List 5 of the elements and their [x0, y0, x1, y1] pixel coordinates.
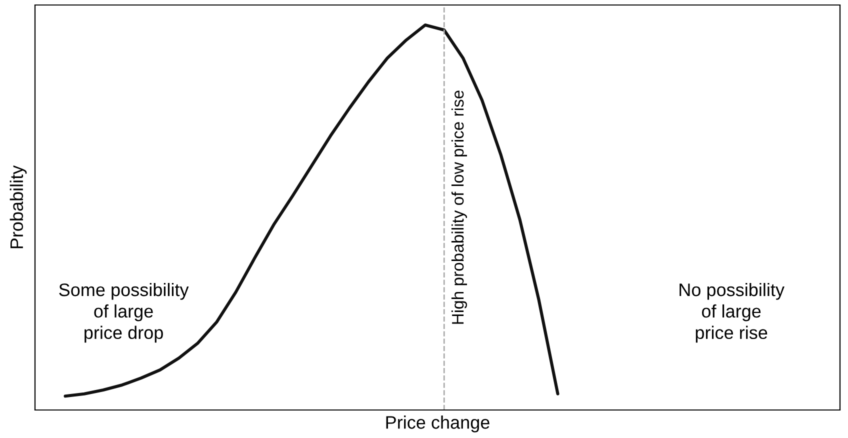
annotation: High probability of low price rise	[451, 90, 468, 324]
y-axis-title: Probability	[10, 165, 27, 248]
x-axis-title: Price change	[386, 416, 490, 432]
annotation: No possibility of large price rise	[680, 282, 784, 343]
annotation: Some possibility of large price drop	[59, 282, 189, 343]
